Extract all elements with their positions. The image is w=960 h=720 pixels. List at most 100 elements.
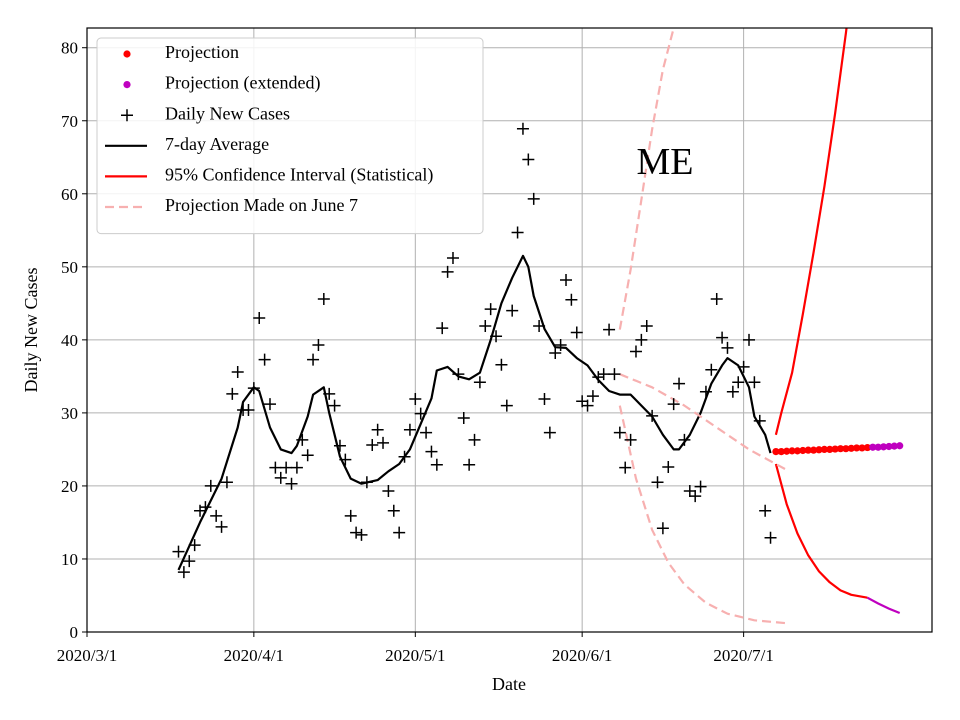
case-marker bbox=[662, 460, 675, 473]
case-marker bbox=[296, 433, 309, 446]
case-marker bbox=[678, 433, 691, 446]
case-marker bbox=[667, 398, 680, 411]
case-marker bbox=[500, 399, 513, 412]
case-marker bbox=[263, 398, 276, 411]
case-marker bbox=[242, 403, 255, 416]
case-marker bbox=[409, 393, 422, 406]
case-marker bbox=[307, 353, 320, 366]
projection-dot bbox=[831, 445, 839, 453]
case-marker bbox=[646, 409, 659, 422]
case-marker bbox=[371, 423, 384, 436]
y-tick-label: 10 bbox=[61, 550, 78, 569]
line bbox=[774, 28, 848, 436]
axes: 0 10 20 30 40 50 60 70 80 2020/3/1 2020/4/1 2020/5/… bbox=[57, 39, 774, 665]
case-marker bbox=[516, 122, 529, 135]
legend-symbol bbox=[123, 81, 131, 89]
projection-dot bbox=[772, 448, 780, 456]
case-marker bbox=[377, 436, 390, 449]
dashed-line bbox=[618, 28, 675, 330]
case-marker bbox=[339, 453, 352, 466]
legend-symbol bbox=[123, 50, 131, 58]
plot-area bbox=[172, 28, 904, 625]
case-marker bbox=[323, 387, 336, 400]
dashed-line bbox=[619, 373, 788, 471]
projection-dot bbox=[874, 443, 882, 451]
case-marker bbox=[759, 504, 772, 517]
case-marker bbox=[258, 353, 271, 366]
x-tick-label: 2020/7/1 bbox=[713, 646, 773, 665]
case-marker bbox=[554, 338, 567, 351]
legend-box bbox=[96, 37, 484, 235]
case-marker bbox=[430, 458, 443, 471]
case-marker bbox=[560, 273, 573, 286]
legend-label: 7-day Average bbox=[165, 134, 269, 154]
case-marker bbox=[436, 322, 449, 335]
legend-label: Projection (extended) bbox=[165, 73, 320, 94]
line bbox=[774, 463, 868, 599]
case-marker bbox=[490, 330, 503, 343]
projection-dot bbox=[777, 448, 785, 456]
case-marker bbox=[290, 461, 303, 474]
case-marker bbox=[726, 385, 739, 398]
projection-dot bbox=[799, 446, 807, 455]
projection-dot bbox=[826, 445, 834, 454]
x-tick-label: 2020/6/1 bbox=[552, 646, 612, 665]
case-marker bbox=[732, 376, 745, 389]
projection-dot bbox=[847, 444, 855, 452]
case-marker bbox=[366, 439, 379, 452]
case-marker bbox=[350, 526, 363, 539]
case-marker bbox=[705, 363, 718, 376]
case-marker bbox=[247, 382, 260, 395]
legend-label: 95% Confidence Interval (Statistical) bbox=[165, 165, 433, 186]
case-marker bbox=[656, 522, 669, 535]
case-marker bbox=[387, 504, 400, 517]
case-marker bbox=[683, 485, 696, 498]
case-marker bbox=[360, 476, 373, 489]
x-tick-label: 2020/5/1 bbox=[385, 646, 445, 665]
projection-dot bbox=[863, 443, 872, 452]
case-marker bbox=[317, 292, 330, 305]
case-marker bbox=[549, 347, 562, 360]
case-marker bbox=[463, 458, 476, 471]
legend: Projection Projection (extended) Daily New… bbox=[96, 37, 484, 235]
projection-dot bbox=[783, 447, 791, 455]
line bbox=[177, 254, 772, 571]
case-marker bbox=[301, 449, 314, 462]
case-marker bbox=[172, 545, 185, 558]
case-marker bbox=[495, 358, 508, 371]
case-marker bbox=[608, 368, 621, 381]
projection-dot bbox=[809, 446, 818, 454]
case-marker bbox=[382, 485, 395, 498]
case-marker bbox=[737, 360, 750, 373]
case-marker bbox=[651, 476, 664, 489]
case-marker bbox=[543, 426, 556, 439]
case-marker bbox=[640, 319, 653, 332]
x-tick-label: 2020/4/1 bbox=[224, 646, 284, 665]
case-marker bbox=[473, 376, 486, 389]
case-marker bbox=[689, 490, 702, 503]
case-marker bbox=[468, 433, 481, 446]
case-marker bbox=[414, 407, 427, 420]
y-tick-label: 60 bbox=[61, 185, 78, 204]
case-marker bbox=[635, 333, 648, 346]
case-marker bbox=[533, 319, 546, 332]
projection-dot bbox=[879, 443, 888, 451]
case-marker bbox=[220, 476, 233, 489]
case-marker bbox=[570, 326, 583, 339]
projection-dot bbox=[896, 442, 904, 450]
case-marker bbox=[285, 477, 298, 490]
case-marker bbox=[710, 292, 723, 305]
case-marker bbox=[586, 390, 599, 403]
line bbox=[866, 596, 901, 615]
case-marker bbox=[425, 445, 438, 458]
case-marker bbox=[479, 319, 492, 332]
case-marker bbox=[613, 426, 626, 439]
y-tick-label: 20 bbox=[61, 477, 78, 496]
case-marker bbox=[269, 461, 282, 474]
case-marker bbox=[403, 423, 416, 436]
case-marker bbox=[274, 471, 287, 484]
case-marker bbox=[188, 539, 201, 552]
legend-symbol bbox=[121, 109, 133, 122]
case-marker bbox=[183, 555, 196, 568]
case-marker bbox=[753, 414, 766, 427]
